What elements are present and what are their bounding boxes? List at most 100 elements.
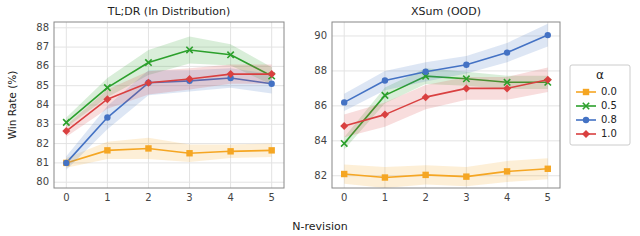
point: [144, 79, 152, 87]
x-tick-label: 1: [104, 192, 110, 203]
point: [63, 119, 69, 125]
point: [268, 81, 274, 87]
plot-frame: [332, 22, 560, 188]
series-line: [344, 169, 548, 178]
point: [186, 47, 192, 53]
series-line: [344, 80, 548, 126]
point: [503, 84, 511, 92]
point: [422, 93, 430, 101]
point: [544, 76, 552, 84]
chart: 82 84 86 88 90 0 1 2 3 4 5 XSum (OOD) α 0.0 0.5 0.8 1.0: [314, 5, 630, 203]
y-tick-label: 87: [36, 41, 49, 52]
std-band: [66, 64, 271, 136]
figure: 80 81 82 83 84 85 86 87 88 0 1 2 3 4 5 TL;DR (In Distri…: [0, 0, 640, 236]
point: [104, 147, 110, 153]
point: [382, 174, 388, 180]
point: [227, 52, 233, 58]
legend-marker: [583, 117, 589, 123]
grid-line: [466, 22, 467, 188]
x-tick-label: 5: [268, 192, 274, 203]
y-tick-label: 86: [36, 60, 49, 71]
grid-line: [54, 27, 284, 28]
point: [227, 148, 233, 154]
x-tick-label: 4: [504, 192, 510, 203]
y-tick-label: 82: [314, 170, 327, 181]
plot-frame: [54, 22, 284, 188]
point: [104, 84, 110, 90]
point: [186, 75, 194, 83]
chart: 80 81 82 83 84 85 86 87 88 0 1 2 3 4 5 TL;DR (In Distri…: [6, 5, 348, 233]
point: [545, 166, 551, 172]
x-tick-label: 2: [145, 192, 151, 203]
legend-label: 0.8: [601, 114, 617, 125]
grid-line: [332, 105, 560, 106]
y-tick-label: 86: [314, 100, 327, 111]
point: [382, 92, 388, 98]
x-axis-label: N-revision: [292, 220, 347, 233]
point: [463, 62, 469, 68]
point: [463, 173, 469, 179]
point: [341, 171, 347, 177]
y-tick-label: 83: [36, 118, 49, 129]
x-tick-label: 2: [422, 192, 428, 203]
y-tick-label: 80: [36, 176, 49, 187]
chart-title: TL;DR (In Distribution): [107, 5, 231, 18]
point: [62, 127, 70, 135]
legend-box: [570, 65, 630, 145]
y-tick-label: 81: [36, 157, 49, 168]
x-tick-label: 4: [227, 192, 233, 203]
std-band: [344, 67, 548, 137]
point: [463, 76, 469, 82]
point: [341, 140, 347, 146]
y-tick-label: 82: [36, 138, 49, 149]
plot-area: [340, 24, 552, 188]
grid-line: [148, 22, 149, 188]
point: [545, 32, 551, 38]
point: [63, 160, 69, 166]
grid-line: [332, 140, 560, 141]
x-tick-label: 0: [341, 192, 347, 203]
legend-label: 1.0: [601, 128, 617, 139]
std-band: [66, 138, 271, 168]
legend-marker: [582, 130, 590, 138]
legend-label: 0.0: [601, 86, 617, 97]
point: [268, 70, 276, 78]
point: [145, 145, 151, 151]
legend: α 0.0 0.5 0.8 1.0: [570, 65, 630, 145]
y-tick-label: 84: [314, 135, 327, 146]
point: [341, 99, 347, 105]
plot-area: [62, 36, 275, 169]
x-tick-label: 1: [382, 192, 388, 203]
point: [103, 95, 111, 103]
chart-title: XSum (OOD): [411, 5, 481, 18]
legend-marker: [583, 103, 589, 109]
x-tick-label: 5: [545, 192, 551, 203]
x-tick-label: 0: [63, 192, 69, 203]
std-band: [344, 158, 548, 188]
grid-line: [271, 22, 272, 188]
point: [63, 160, 69, 166]
y-tick-label: 90: [314, 30, 327, 41]
point: [462, 84, 470, 92]
y-tick-label: 85: [36, 80, 49, 91]
point: [504, 168, 510, 174]
point: [268, 147, 274, 153]
point: [340, 122, 348, 130]
point: [227, 70, 235, 78]
y-axis-label: Win Rate (%): [6, 71, 18, 140]
legend-label: 0.5: [601, 100, 617, 111]
y-tick-label: 84: [36, 99, 49, 110]
point: [422, 69, 428, 75]
point: [145, 59, 151, 65]
point: [145, 80, 151, 86]
y-tick-label: 88: [314, 65, 327, 76]
legend-title: α: [596, 68, 604, 82]
y-tick-label: 88: [36, 22, 49, 33]
grid-line: [54, 182, 284, 183]
point: [382, 77, 388, 83]
point: [504, 49, 510, 55]
point: [381, 111, 389, 119]
x-tick-label: 3: [186, 192, 192, 203]
point: [422, 172, 428, 178]
x-tick-label: 3: [463, 192, 469, 203]
